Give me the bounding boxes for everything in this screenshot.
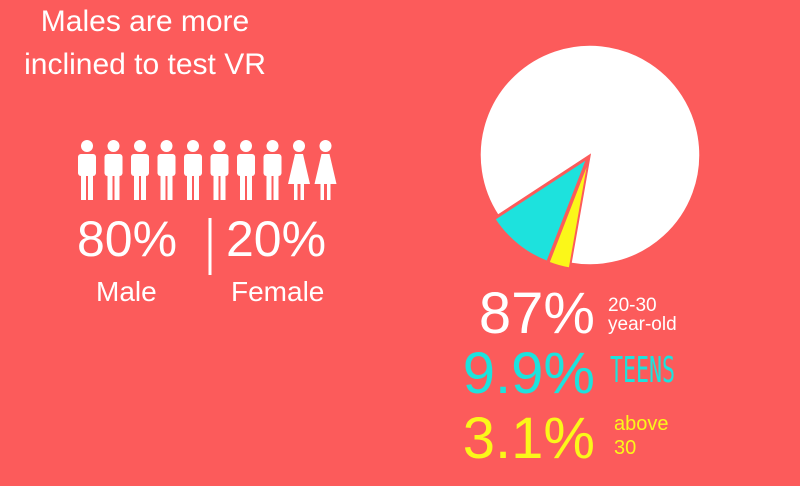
leg	[273, 174, 279, 200]
pie-slice	[547, 159, 590, 270]
head	[107, 140, 120, 152]
body	[157, 154, 176, 176]
leg	[81, 174, 86, 200]
leg	[320, 183, 324, 200]
body	[78, 154, 96, 176]
head	[266, 140, 279, 152]
value-label: 20%	[226, 211, 327, 267]
body	[184, 154, 202, 176]
body	[210, 154, 229, 176]
pie-slice	[493, 156, 589, 263]
head	[187, 140, 199, 152]
body	[104, 154, 123, 176]
title: Males are more inclined to test VR	[24, 5, 266, 81]
leg	[88, 174, 93, 200]
leg	[294, 183, 298, 200]
leg	[240, 174, 245, 200]
head	[81, 140, 93, 152]
leg	[194, 174, 199, 200]
leg	[220, 174, 226, 200]
value-label: 9.9%	[462, 341, 595, 406]
head	[293, 140, 305, 152]
head	[213, 140, 226, 152]
leg	[187, 174, 192, 200]
body	[263, 154, 282, 176]
body	[237, 154, 255, 176]
category-label: TEENS	[610, 350, 676, 391]
value-label: 87%	[478, 281, 595, 346]
leg	[141, 174, 146, 200]
leg	[327, 183, 331, 200]
head	[319, 140, 332, 152]
female-icons	[288, 140, 337, 200]
head	[240, 140, 252, 152]
male-icons	[78, 140, 282, 200]
value-label: 3.1%	[462, 406, 595, 471]
category-label: above 30	[614, 413, 669, 459]
head	[160, 140, 173, 152]
leg	[300, 183, 304, 200]
leg	[266, 174, 272, 200]
category-label: Female	[231, 276, 325, 307]
leg	[213, 174, 219, 200]
leg	[107, 174, 113, 200]
head	[134, 140, 146, 152]
dress	[288, 154, 310, 184]
value-label: 80%	[77, 211, 178, 267]
body	[131, 154, 149, 176]
leg	[114, 174, 120, 200]
leg	[160, 174, 166, 200]
pie-slice	[479, 44, 701, 266]
category-label: 20-30 year-old	[608, 295, 677, 335]
leg	[134, 174, 139, 200]
category-label: Male	[96, 276, 157, 307]
leg	[247, 174, 252, 200]
dress	[314, 154, 337, 184]
leg	[167, 174, 173, 200]
